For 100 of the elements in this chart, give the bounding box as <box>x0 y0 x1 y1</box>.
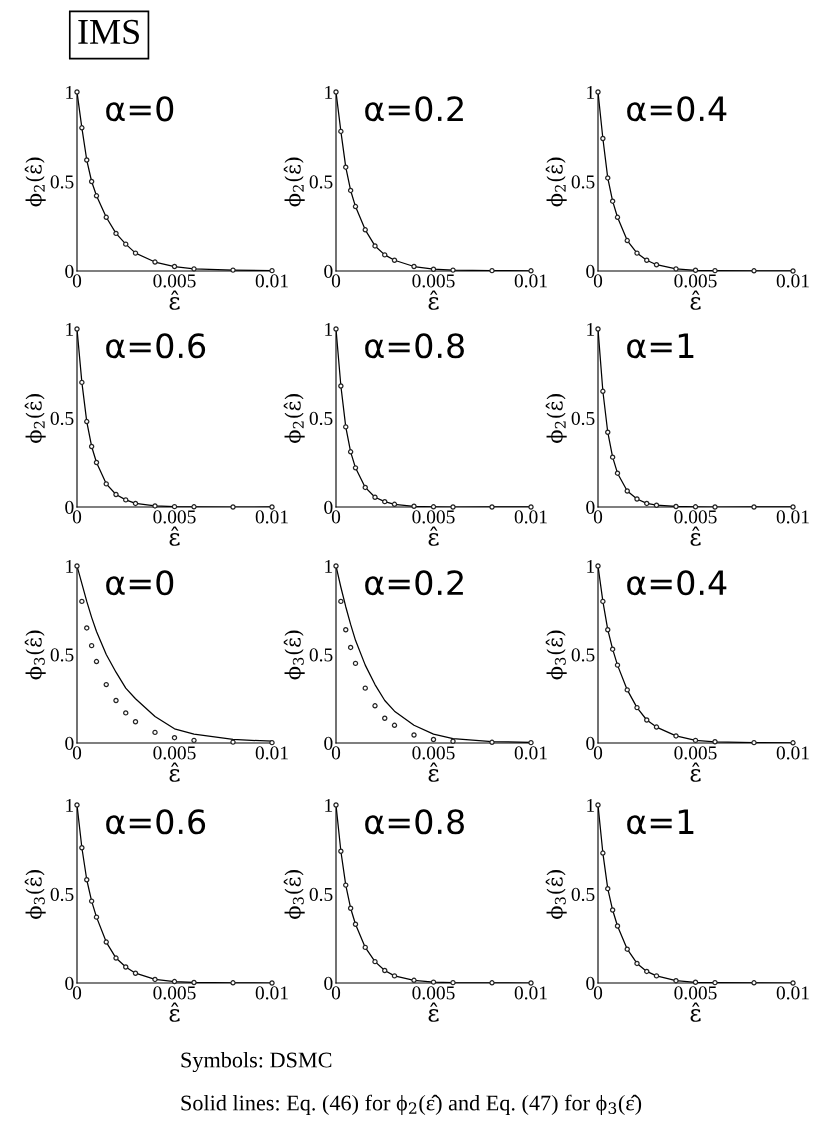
x-axis-title: ε̂ <box>690 290 701 310</box>
point <box>624 946 630 952</box>
point <box>88 443 95 450</box>
point <box>692 504 699 510</box>
point <box>343 627 349 633</box>
point <box>600 598 606 605</box>
point <box>595 563 601 569</box>
point <box>230 980 236 986</box>
point <box>609 454 616 460</box>
x-tick-label: 0.005 <box>153 510 196 524</box>
point <box>152 729 158 736</box>
x-axis-title: ε̂ <box>428 526 439 546</box>
x-tick-label: 0.01 <box>255 510 288 524</box>
point <box>79 845 85 851</box>
y-tick-label: 0.5 <box>50 648 74 662</box>
y-tick-label: 1 <box>325 559 333 573</box>
y-tick-label: 0.5 <box>50 411 74 426</box>
point <box>372 494 378 500</box>
y-tick-label: 0 <box>324 736 333 750</box>
point <box>362 944 368 951</box>
point <box>333 89 339 95</box>
point <box>88 178 95 185</box>
point <box>230 504 236 510</box>
x-tick-label: 0.005 <box>412 274 455 288</box>
x-tick-label: 0.01 <box>255 986 288 1000</box>
x-tick-label: 0.01 <box>255 274 288 288</box>
point <box>269 504 275 510</box>
point <box>450 979 456 986</box>
point <box>171 263 178 270</box>
point <box>653 262 660 268</box>
point <box>74 802 80 808</box>
y-tick-label: 0.5 <box>50 175 74 189</box>
y-tick-label: 1 <box>587 559 595 573</box>
point <box>103 681 109 688</box>
y-axis-title: ϕ$_{3}$(ε̂) <box>283 630 305 680</box>
x-tick-label: 0.005 <box>412 510 455 524</box>
x-tick-label: 0.005 <box>153 986 196 1000</box>
point <box>391 257 398 263</box>
point <box>692 267 699 273</box>
point <box>450 504 456 510</box>
point <box>123 497 129 503</box>
point <box>382 252 388 258</box>
x-tick-label: 0.01 <box>776 510 809 524</box>
point <box>79 598 85 605</box>
x-axis-title: ε̂ <box>428 290 439 310</box>
point <box>93 914 100 920</box>
point <box>644 500 650 507</box>
point <box>93 459 100 466</box>
point <box>692 737 699 744</box>
x-axis-title: ε̂ <box>428 762 439 782</box>
x-tick-label: 0.01 <box>514 510 547 524</box>
point <box>103 481 109 487</box>
point <box>88 642 95 649</box>
point <box>84 625 90 631</box>
point <box>171 734 178 741</box>
point <box>712 267 718 274</box>
point <box>79 125 85 131</box>
y-axis-title: ϕ$_{3}$(ε̂) <box>545 870 567 919</box>
point <box>372 958 378 965</box>
point <box>338 128 344 135</box>
point <box>411 732 417 738</box>
y-axis-title: ϕ$_{2}$(ε̂) <box>24 157 46 207</box>
x-tick-label: 0.01 <box>514 746 547 760</box>
point <box>411 503 417 509</box>
point <box>450 267 456 273</box>
point <box>88 898 95 904</box>
point <box>123 710 129 716</box>
point <box>343 882 349 888</box>
point <box>528 504 534 510</box>
annotation: α=0 <box>106 570 174 596</box>
point <box>391 722 398 729</box>
point <box>123 241 129 247</box>
y-tick-label: 0.5 <box>571 648 595 662</box>
point <box>430 979 437 985</box>
point <box>673 266 679 272</box>
point <box>103 214 109 221</box>
point <box>347 449 354 455</box>
point <box>113 955 119 961</box>
point <box>712 979 718 986</box>
point <box>230 267 236 273</box>
point <box>74 326 80 332</box>
point <box>790 268 796 274</box>
point <box>352 203 359 210</box>
point <box>450 738 456 744</box>
y-tick-label: 0.5 <box>571 887 595 902</box>
point <box>624 687 630 693</box>
x-axis-title: ε̂ <box>690 762 701 782</box>
point <box>614 470 621 476</box>
y-axis-title: ϕ$_{3}$(ε̂) <box>24 630 46 680</box>
point <box>751 504 757 510</box>
point <box>614 662 621 668</box>
point <box>352 465 359 471</box>
y-axis-title: ϕ$_{2}$(ε̂) <box>283 394 305 443</box>
x-axis-title: ε̂ <box>169 1002 180 1022</box>
point <box>191 737 197 744</box>
x-axis-title: ε̂ <box>690 526 701 546</box>
point <box>634 250 640 256</box>
point <box>751 739 757 746</box>
point <box>132 500 139 507</box>
point <box>605 175 611 181</box>
